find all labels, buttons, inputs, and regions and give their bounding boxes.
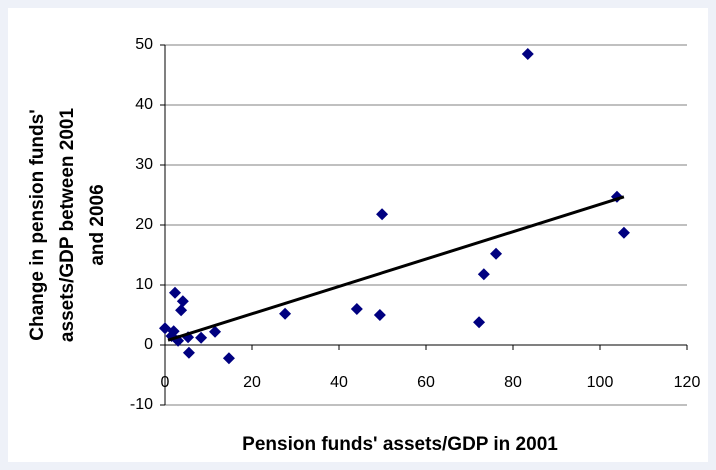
x-tick-label: 60: [417, 374, 435, 391]
x-tick-label: 20: [243, 374, 261, 391]
point: [373, 309, 386, 321]
y-axis-title-line: and 2006: [87, 184, 108, 265]
chart-area: [8, 8, 708, 462]
point: [195, 331, 208, 344]
point: [222, 352, 235, 365]
y-tick-label: 20: [135, 216, 153, 233]
x-tick-label: 80: [504, 374, 522, 391]
point: [477, 268, 490, 281]
point: [490, 247, 503, 260]
y-tick-label: 40: [135, 96, 153, 113]
x-tick-label: 40: [330, 374, 348, 391]
point: [167, 325, 180, 338]
point: [473, 316, 486, 329]
y-tick-label: 0: [144, 336, 153, 353]
point: [176, 295, 189, 308]
point: [175, 304, 188, 317]
trendline: [167, 195, 625, 342]
point: [169, 286, 182, 299]
point: [521, 48, 534, 60]
x-axis-title: Pension funds' assets/GDP in 2001: [242, 434, 558, 455]
y-tick-label: 50: [135, 36, 153, 53]
y-axis-title-line: Change in pension funds': [27, 109, 48, 340]
y-axis-title: Change in pension funds' assets/GDP betw…: [27, 108, 108, 343]
x-tick-label: 100: [587, 374, 614, 391]
x-tick-label: 120: [674, 374, 701, 391]
point: [350, 303, 363, 315]
y-tick-label: -10: [130, 396, 153, 413]
y-tick-label: 30: [135, 156, 153, 173]
y-axis-title-line: assets/GDP between 2001: [57, 108, 78, 343]
point: [279, 307, 292, 320]
y-tick-label: 10: [135, 276, 153, 293]
point: [209, 325, 222, 338]
point: [617, 226, 630, 239]
point: [376, 208, 389, 221]
point: [182, 346, 195, 359]
